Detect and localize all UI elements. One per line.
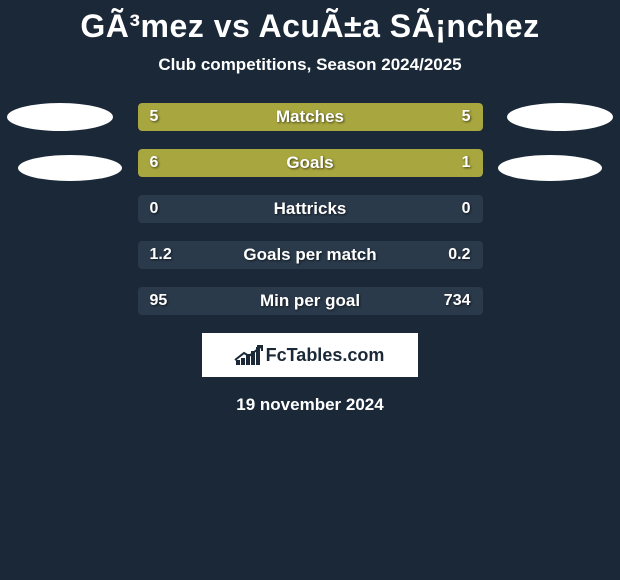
- stat-label: Goals: [286, 153, 333, 173]
- stat-bar-hattricks: 0 Hattricks 0: [138, 195, 483, 223]
- stat-label: Hattricks: [274, 199, 347, 219]
- stat-bar-goals: 6 Goals 1: [138, 149, 483, 177]
- stat-value-right: 5: [462, 108, 471, 126]
- stats-area: 5 Matches 5 6 Goals 1 0 Hattricks 0: [0, 103, 620, 315]
- bar-chart-icon: [236, 345, 260, 365]
- trend-arrow-icon: [234, 345, 264, 361]
- stat-label: Matches: [276, 107, 344, 127]
- stat-value-right: 0.2: [448, 246, 470, 264]
- stat-row-goals: 6 Goals 1: [0, 149, 620, 177]
- logo-text: FcTables.com: [266, 345, 385, 366]
- stat-value-left: 6: [150, 154, 159, 172]
- stat-bar-goals-per-match: 1.2 Goals per match 0.2: [138, 241, 483, 269]
- stat-bar-min-per-goal: 95 Min per goal 734: [138, 287, 483, 315]
- stat-value-left: 5: [150, 108, 159, 126]
- stat-value-left: 95: [150, 292, 168, 310]
- stat-label: Min per goal: [260, 291, 360, 311]
- page-subtitle: Club competitions, Season 2024/2025: [0, 55, 620, 75]
- page-title: GÃ³mez vs AcuÃ±a SÃ¡nchez: [0, 8, 620, 45]
- stat-row-min-per-goal: 95 Min per goal 734: [0, 287, 620, 315]
- date-label: 19 november 2024: [0, 395, 620, 415]
- stat-bar-left-fill: [138, 149, 400, 177]
- stat-value-left: 1.2: [150, 246, 172, 264]
- stat-value-right: 1: [462, 154, 471, 172]
- stat-label: Goals per match: [243, 245, 376, 265]
- stat-row-hattricks: 0 Hattricks 0: [0, 195, 620, 223]
- stat-row-goals-per-match: 1.2 Goals per match 0.2: [0, 241, 620, 269]
- stat-row-matches: 5 Matches 5: [0, 103, 620, 131]
- stat-bar-matches: 5 Matches 5: [138, 103, 483, 131]
- stat-value-right: 734: [444, 292, 471, 310]
- stat-value-left: 0: [150, 200, 159, 218]
- stat-value-right: 0: [462, 200, 471, 218]
- fctables-logo-link[interactable]: FcTables.com: [202, 333, 418, 377]
- comparison-widget: GÃ³mez vs AcuÃ±a SÃ¡nchez Club competiti…: [0, 0, 620, 415]
